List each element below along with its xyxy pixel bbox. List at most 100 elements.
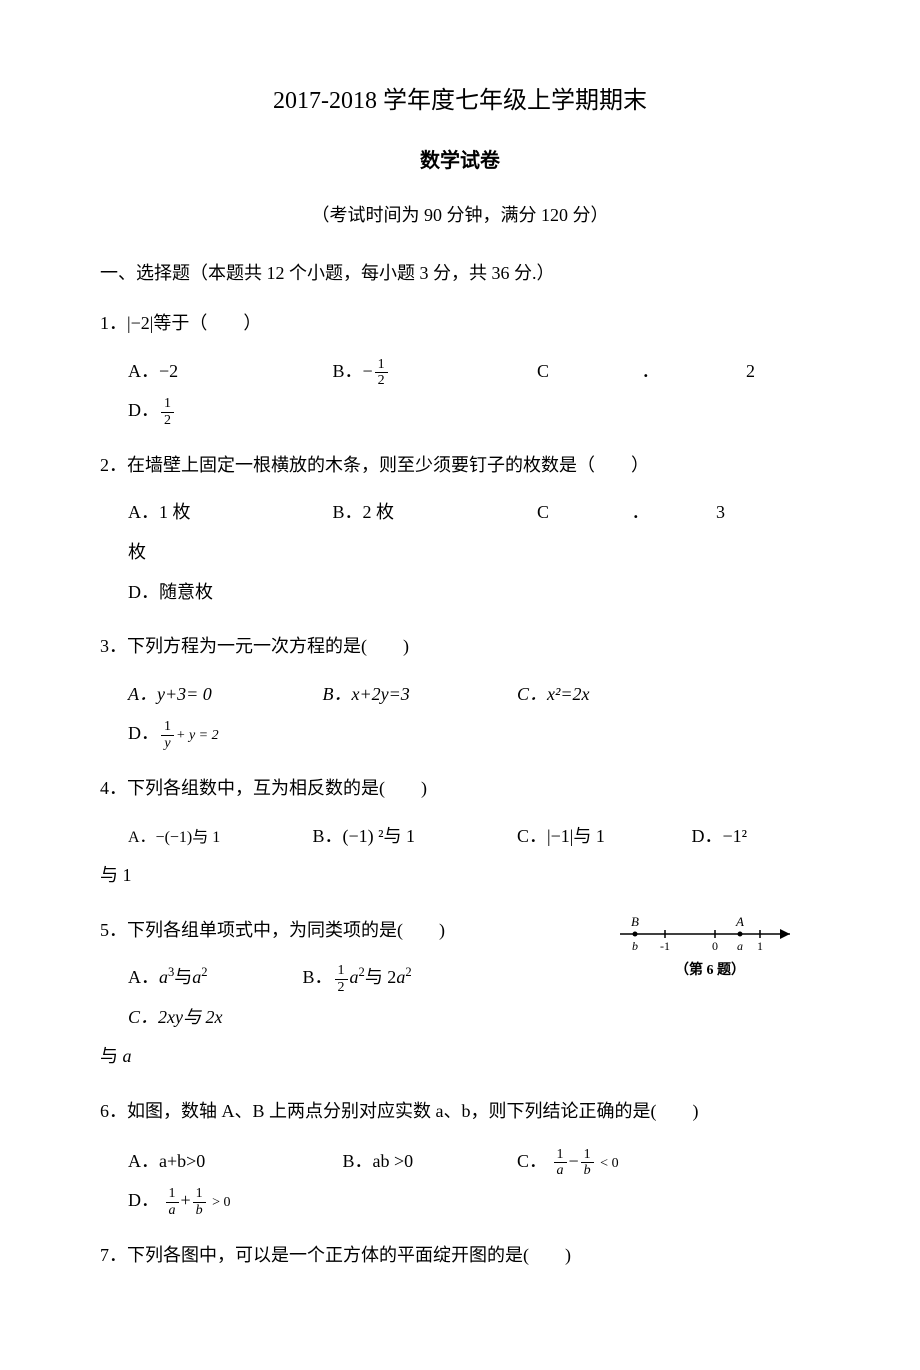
question-4-text: 4．下列各组数中，互为相反数的是( ) xyxy=(100,769,820,809)
q2-option-c-pre: C xyxy=(537,493,587,533)
question-1: 1．|−2|等于（ ） A．−2 B．−12 C ． 2 D．12 xyxy=(100,304,820,431)
svg-text:b: b xyxy=(632,939,638,953)
q6-c-minus: − xyxy=(569,1151,579,1171)
q3-d-den: y xyxy=(161,736,174,751)
q3-option-c: C．x²=2x xyxy=(517,675,647,715)
question-7: 7．下列各图中，可以是一个正方体的平面绽开图的是( ) xyxy=(100,1236,820,1276)
question-3-options: A．y+3= 0 B．x+2y=3 C．x²=2x D．1y+ y = 2 xyxy=(100,675,820,754)
exam-header: 2017-2018 学年度七年级上学期期末 数学试卷 （考试时间为 90 分钟，… xyxy=(100,80,820,232)
question-1-options-line1: A．−2 B．−12 C ． 2 xyxy=(100,352,820,392)
q6-c-pre: C． xyxy=(517,1151,547,1171)
q5-option-c: C．2xy与 2x xyxy=(128,998,222,1038)
svg-text:1: 1 xyxy=(757,939,763,953)
q1-option-a: A．−2 xyxy=(128,352,288,392)
q5-b-mid: 与 2 xyxy=(365,967,397,987)
svg-text:B: B xyxy=(631,916,639,929)
question-3: 3．下列方程为一元一次方程的是( ) A．y+3= 0 B．x+2y=3 C．x… xyxy=(100,627,820,754)
q5-option-b: B．12a2与 2a2 xyxy=(303,958,463,998)
number-line-svg: BAb-10a1 xyxy=(620,916,800,956)
q6-d-frac1: 1a xyxy=(166,1186,179,1218)
q1-d-num: 1 xyxy=(161,396,174,412)
q6-d-pre: D． xyxy=(128,1190,159,1210)
q5-b-a1: a xyxy=(350,967,359,987)
q6-d-plus: + xyxy=(181,1190,191,1210)
q4-option-b: B．(−1) ²与 1 xyxy=(313,817,473,857)
q1-d-fraction: 12 xyxy=(161,396,174,428)
q1-b-label: B． xyxy=(333,361,363,381)
q3-c-text: C．x²=2x xyxy=(517,684,590,704)
q5-l2-a: a xyxy=(123,1046,132,1066)
q1-option-d: D．12 xyxy=(128,400,176,420)
q5-b-a2: a xyxy=(396,967,405,987)
q2-option-b: B．2 枚 xyxy=(333,493,493,533)
q1-option-c-val: 2 xyxy=(746,352,755,392)
question-2-options-line2: D．随意枚 xyxy=(100,573,820,613)
q3-d-suf: + y = 2 xyxy=(176,728,219,743)
q1-b-num: 1 xyxy=(375,357,388,373)
question-1-text: 1．|−2|等于（ ） xyxy=(100,304,820,344)
q6-c-f2n: 1 xyxy=(581,1147,594,1163)
q5-a-mid: 与 xyxy=(174,967,192,987)
q5-b-den: 2 xyxy=(335,980,348,995)
q2-option-c-num: 3 xyxy=(716,493,756,533)
q6-c-suf: < 0 xyxy=(600,1156,618,1171)
q2-option-c-suf: 枚 xyxy=(128,533,146,573)
q5-l2-pre: 与 xyxy=(100,1046,123,1066)
q3-d-num: 1 xyxy=(161,719,174,735)
q6-figure-caption: （第 6 题） xyxy=(620,958,800,983)
question-4-options: A．−(−1)与 1 B．(−1) ²与 1 C．|−1|与 1 D．−1² xyxy=(100,817,820,857)
question-1-options-line2: D．12 xyxy=(100,391,820,431)
svg-text:-1: -1 xyxy=(660,939,670,953)
q6-option-a: A．a+b>0 xyxy=(128,1142,298,1182)
svg-text:A: A xyxy=(735,916,744,929)
q6-d-suf: > 0 xyxy=(212,1195,230,1210)
question-4: 4．下列各组数中，互为相反数的是( ) A．−(−1)与 1 B．(−1) ²与… xyxy=(100,769,820,896)
q6-c-frac1: 1a xyxy=(554,1147,567,1179)
q5-b-pre: B． xyxy=(303,967,333,987)
q6-c-f2d: b xyxy=(581,1163,594,1178)
q6-c-f1d: a xyxy=(554,1163,567,1178)
q2-option-d: D．随意枚 xyxy=(128,582,213,602)
q6-c-frac2: 1b xyxy=(581,1147,594,1179)
section-1-header: 一、选择题（本题共 12 个小题，每小题 3 分，共 36 分.） xyxy=(100,257,820,289)
q5-b-e2: 2 xyxy=(405,965,411,979)
q3-b-text: B．x+2y=3 xyxy=(323,684,410,704)
main-title: 2017-2018 学年度七年级上学期期末 xyxy=(100,80,820,123)
q6-option-c: C． 1a−1b < 0 xyxy=(517,1142,667,1182)
q6-option-d: D． 1a+1b > 0 xyxy=(128,1181,231,1221)
number-line: BAb-10a1 xyxy=(620,916,800,956)
q3-d-fraction: 1y xyxy=(161,719,174,751)
question-6-text: 6．如图，数轴 A、B 上两点分别对应实数 a、b，则下列结论正确的是( ) xyxy=(100,1092,820,1132)
sub-title: 数学试卷 xyxy=(100,143,820,179)
q1-option-b: B．−12 xyxy=(333,352,493,392)
exam-info: （考试时间为 90 分钟，满分 120 分） xyxy=(100,199,820,231)
svg-text:0: 0 xyxy=(712,939,718,953)
q6-c-f1n: 1 xyxy=(554,1147,567,1163)
q3-d-label: D． xyxy=(128,723,159,743)
q6-d-f1n: 1 xyxy=(166,1186,179,1202)
q3-option-b: B．x+2y=3 xyxy=(323,675,473,715)
q1-b-den: 2 xyxy=(375,373,388,388)
question-4-line2: 与 1 xyxy=(100,856,820,896)
question-2-options-line1: A．1 枚 B．2 枚 C ． 3 枚 xyxy=(100,493,820,572)
q5-c-text: C．2xy与 2x xyxy=(128,1007,222,1027)
q1-b-fraction: 12 xyxy=(375,357,388,389)
question-2: 2．在墙壁上固定一根横放的木条，则至少须要钉子的枚数是（ ） A．1 枚 B．2… xyxy=(100,446,820,612)
q6-d-frac2: 1b xyxy=(193,1186,206,1218)
question-6: 6．如图，数轴 A、B 上两点分别对应实数 a、b，则下列结论正确的是( ) A… xyxy=(100,1092,820,1221)
q5-a-e2: 2 xyxy=(201,965,207,979)
q1-d-label: D． xyxy=(128,400,159,420)
q3-a-text: A．y+3= 0 xyxy=(128,684,212,704)
q5-a-pre: A． xyxy=(128,967,159,987)
q6-figure: BAb-10a1 （第 6 题） xyxy=(620,916,800,983)
question-2-text: 2．在墙壁上固定一根横放的木条，则至少须要钉子的枚数是（ ） xyxy=(100,446,820,486)
q5-a-a1: a xyxy=(159,967,168,987)
q1-option-c-letter: C xyxy=(537,352,597,392)
q5-b-num: 1 xyxy=(335,963,348,979)
q6-d-f2n: 1 xyxy=(193,1186,206,1202)
q3-option-a: A．y+3= 0 xyxy=(128,675,278,715)
q4-option-d: D．−1² xyxy=(692,817,748,857)
q1-d-den: 2 xyxy=(161,413,174,428)
q5-b-fraction: 12 xyxy=(335,963,348,995)
question-5-line2: 与 a xyxy=(100,1037,820,1077)
